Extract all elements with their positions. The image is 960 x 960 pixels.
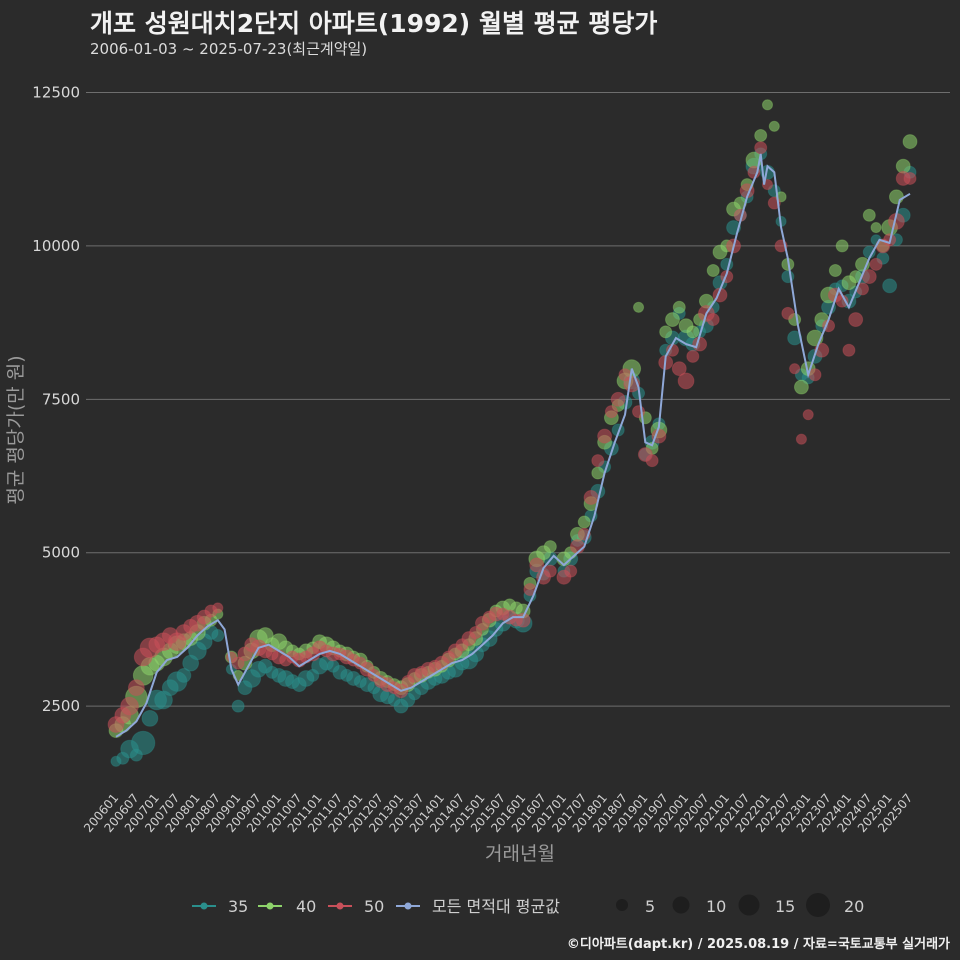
point-40-201907 (659, 325, 673, 339)
legend-label-50: 50 (364, 897, 384, 916)
point-50-201411 (469, 625, 483, 639)
legend-item-35: 35 (192, 897, 248, 916)
y-tick-7500: 7500 (42, 390, 80, 408)
legend-item-50: 50 (328, 897, 384, 916)
point-35-200709 (176, 667, 192, 683)
point-35-200807 (211, 629, 225, 643)
size-label-10: 10 (706, 897, 726, 916)
point-50-202301 (802, 409, 814, 421)
point-40-201711 (591, 466, 605, 480)
point-50-200807 (212, 602, 224, 614)
point-40-202409 (870, 221, 882, 234)
grid-lines (86, 92, 950, 707)
point-50-201903 (645, 454, 659, 468)
point-50-202507 (903, 171, 917, 185)
point-50-201605 (529, 557, 545, 573)
point-50-200901 (231, 656, 245, 670)
point-35-200611 (141, 709, 159, 727)
point-40-202111 (754, 128, 768, 142)
y-tick-labels: 2500 5000 7500 10000 12500 (32, 84, 80, 716)
point-50-201711 (591, 454, 605, 468)
size-legend-20: 20 (806, 893, 864, 917)
point-35-202209 (787, 330, 803, 346)
point-40-201911 (672, 300, 686, 314)
point-40-201707 (577, 515, 591, 529)
legend: 35 40 50 모든 면적대 평균값 5 (192, 893, 864, 917)
data-points (107, 99, 918, 767)
y-tick-12500: 12500 (32, 84, 80, 102)
point-35-200609 (130, 730, 156, 756)
point-50-202409 (869, 257, 883, 271)
size-label-20: 20 (844, 897, 864, 916)
point-50-200607 (127, 679, 145, 697)
point-50-201609 (543, 564, 557, 578)
legend-item-40: 40 (258, 897, 316, 916)
point-40-201909 (665, 312, 680, 328)
point-50-202209 (789, 363, 801, 375)
point-50-202303 (808, 368, 822, 382)
point-40-202503 (888, 189, 904, 205)
point-50-202111 (754, 141, 768, 155)
point-50-202211 (795, 433, 807, 445)
point-40-202003 (686, 325, 700, 339)
chart-subtitle: 2006-01-03 ~ 2025-07-23(최근계약일) (90, 40, 368, 58)
y-tick-10000: 10000 (32, 237, 80, 255)
legend-label-40: 40 (296, 897, 316, 916)
point-50-202003 (686, 349, 700, 363)
point-35-200901 (231, 699, 245, 713)
x-tick-labels: 2006012006072007012007072008012008072009… (81, 791, 915, 835)
y-tick-5000: 5000 (42, 544, 80, 562)
point-40-202407 (862, 208, 876, 222)
point-50-201805 (610, 391, 626, 407)
point-50-201703 (564, 564, 578, 578)
size-legend-10: 10 (672, 896, 726, 916)
point-35-202501 (882, 278, 898, 294)
point-40-201609 (543, 540, 557, 554)
y-axis-label: 평균 평당가(만 원) (5, 355, 27, 504)
x-axis-label: 거래년월 (485, 843, 555, 865)
legend-label-average: 모든 면적대 평균값 (432, 897, 560, 916)
size-label-15: 15 (775, 897, 795, 916)
point-50-202401 (842, 343, 856, 357)
point-50-201709 (583, 490, 599, 505)
y-tick-2500: 2500 (42, 697, 80, 715)
point-40-202311 (835, 239, 849, 253)
point-50-201803 (604, 405, 618, 419)
legend-label-35: 35 (228, 897, 248, 916)
point-50-202403 (848, 312, 864, 328)
size-legend-15: 15 (738, 894, 795, 916)
average-line (115, 153, 911, 738)
point-50-202207 (781, 306, 795, 320)
point-40-202507 (902, 134, 918, 150)
chart-title: 개포 성원대치2단지 아파트(1992) 월별 평균 평당가 (90, 9, 658, 38)
point-50-200605 (120, 696, 139, 716)
point-50-202001 (677, 372, 695, 390)
legend-item-average: 모든 면적대 평균값 (396, 897, 560, 916)
point-40-202009 (706, 263, 720, 277)
point-40-202203 (768, 120, 780, 132)
point-40-202309 (828, 263, 842, 277)
point-50-201911 (671, 361, 687, 377)
point-50-202009 (706, 313, 720, 327)
size-legend-5: 5 (616, 897, 655, 916)
point-40-201811 (632, 301, 645, 313)
size-label-5: 5 (645, 897, 655, 916)
point-50-201801 (597, 428, 613, 444)
point-40-202201 (761, 99, 774, 111)
chart-caption: ©디아파트(dapt.kr) / 2025.08.19 / 자료=국토교통부 실… (566, 937, 950, 952)
point-40-202211 (793, 379, 809, 395)
